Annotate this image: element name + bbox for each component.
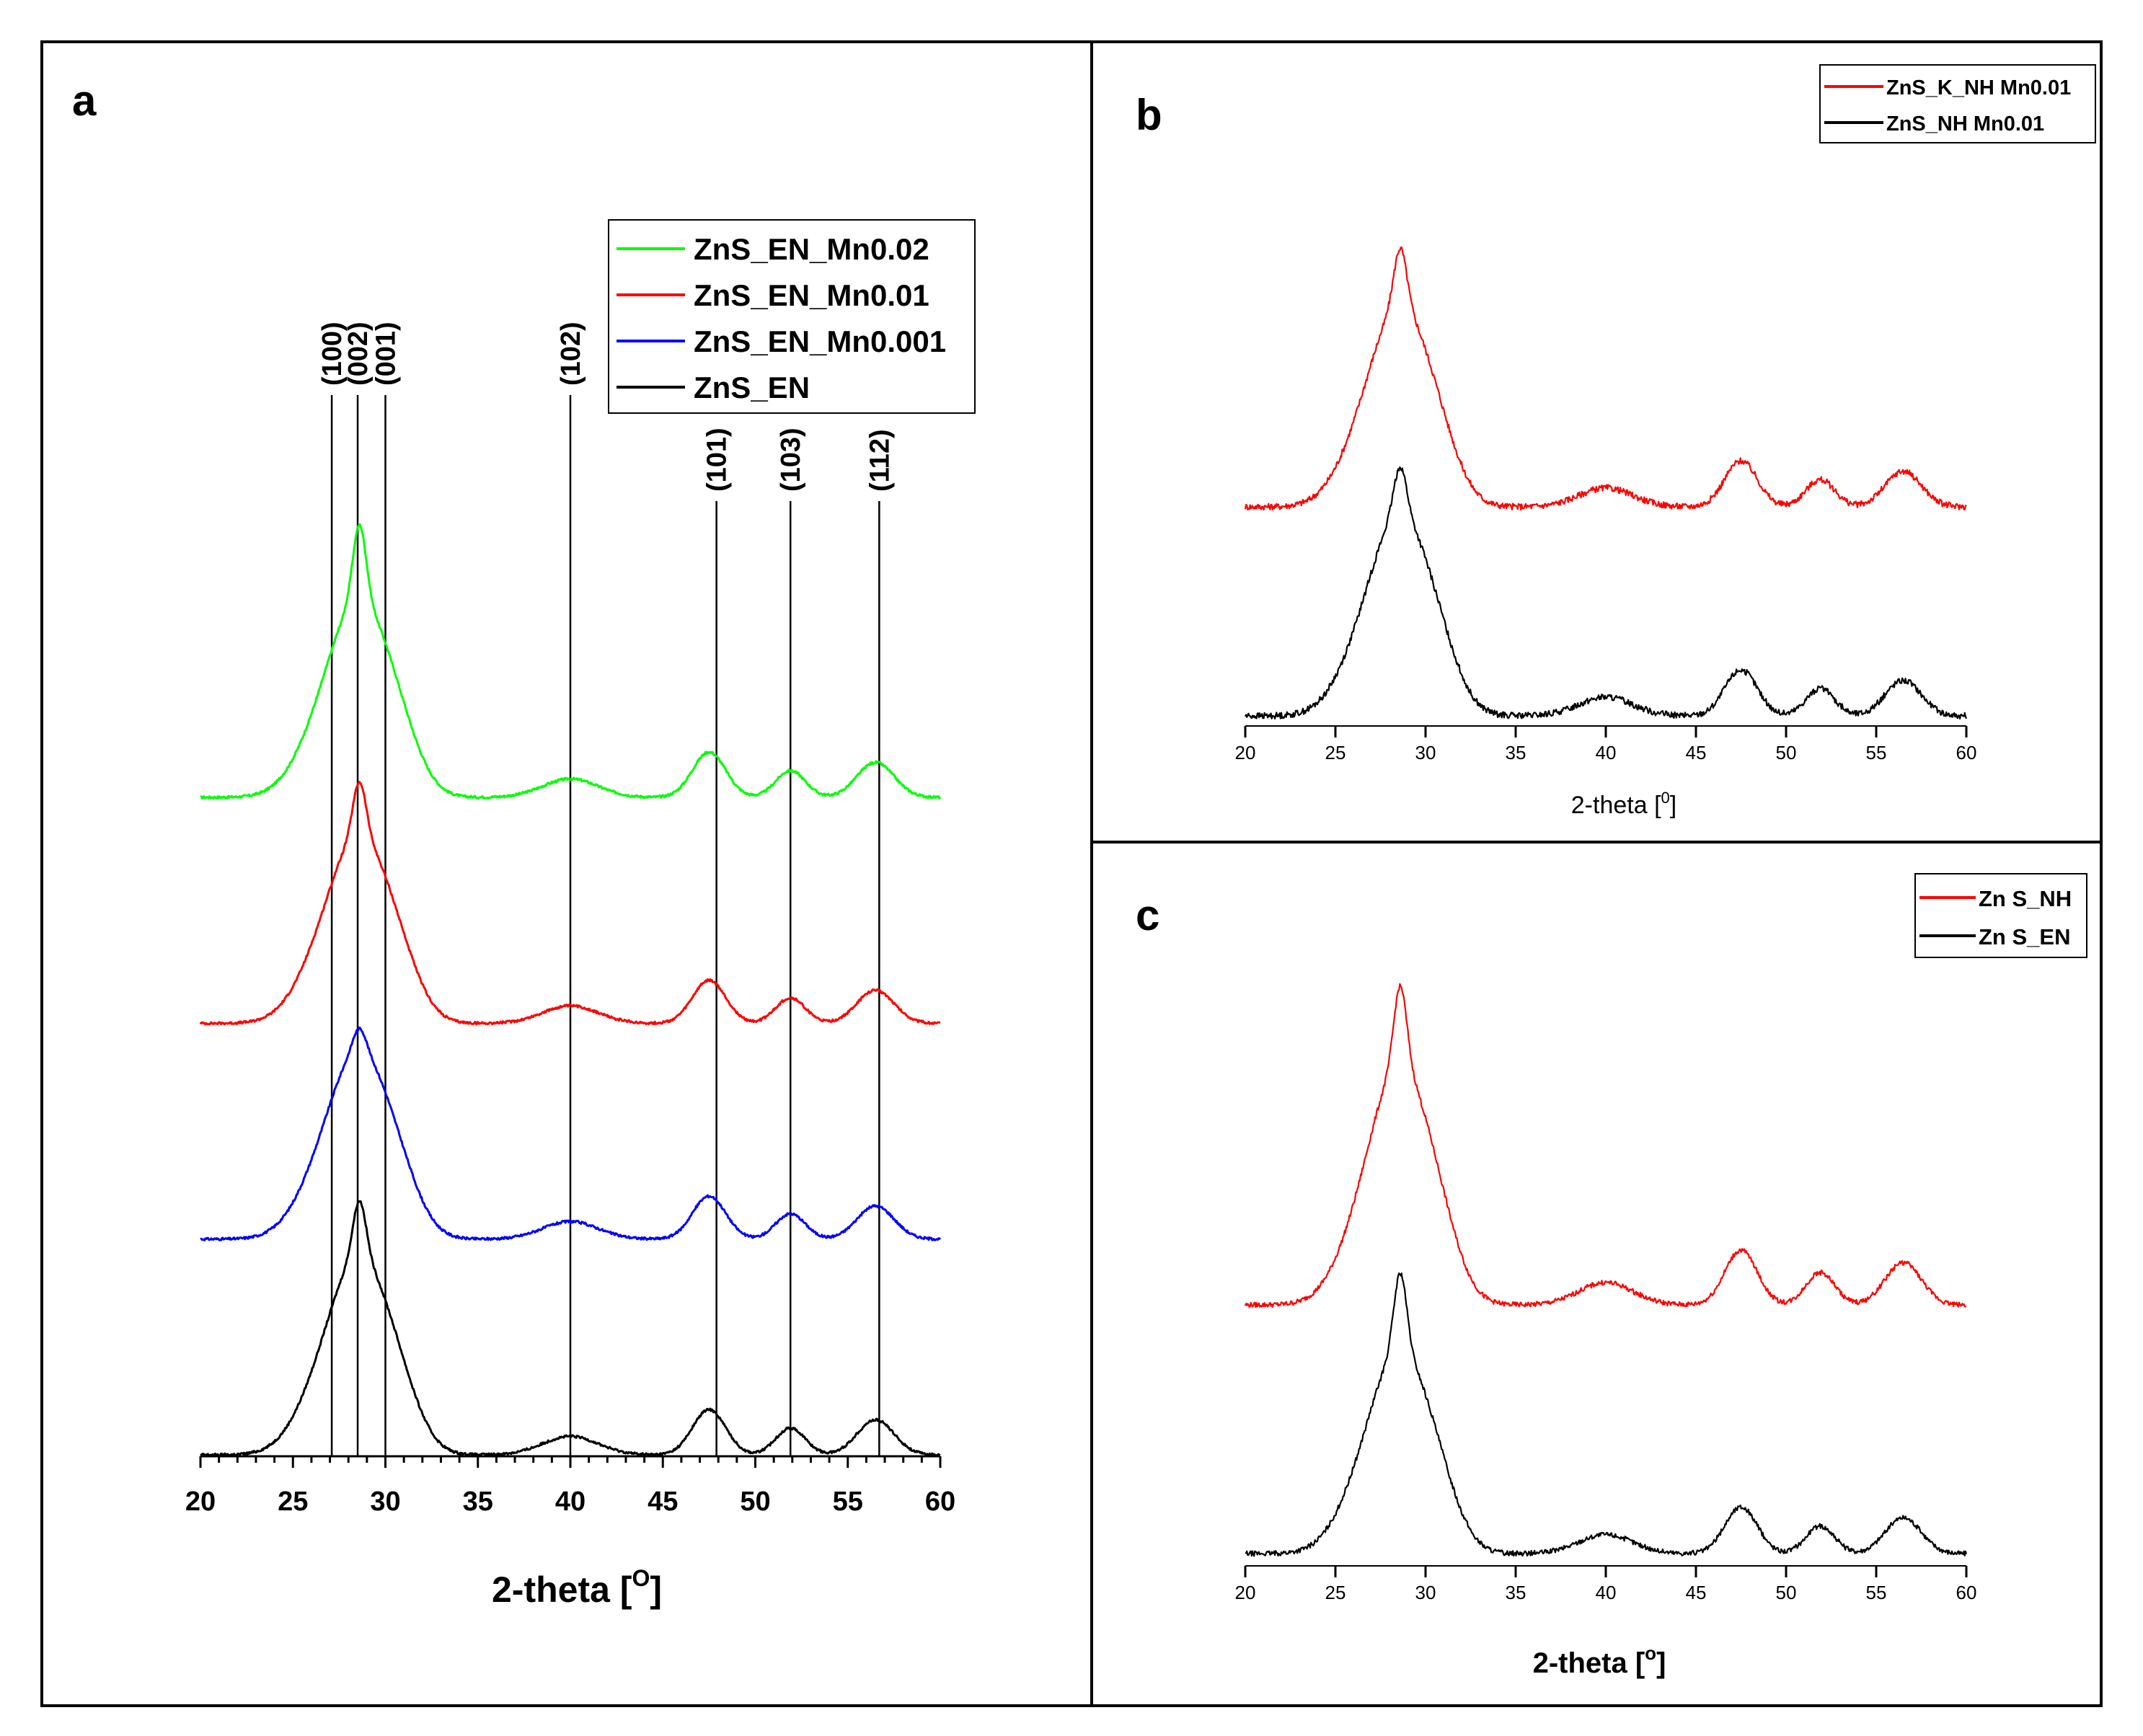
panel-a-tick-label-25: 25 — [278, 1487, 308, 1517]
panel-a-legend: ZnS_EN_Mn0.02 ZnS_EN_Mn0.01 ZnS_EN_Mn0.0… — [608, 219, 976, 414]
panel-a-ref-lines: (100)(002)(001) (102) (101) (103) (112) — [317, 322, 895, 1456]
panel-b-xlabel-main: 2-theta [ — [1571, 792, 1661, 819]
panel-a-legend-label-3: ZnS_EN — [694, 371, 810, 404]
panel-c-legend-label-0: Zn S_NH — [1979, 886, 2072, 911]
panel-b-letter: b — [1136, 91, 1162, 139]
panel-b-tick-label-40: 40 — [1596, 742, 1617, 763]
panel-c-tick-label-45: 45 — [1686, 1582, 1707, 1603]
ref-label-103: (103) — [776, 428, 806, 492]
panel-a-tick-label-20: 20 — [185, 1487, 216, 1517]
series-c-Zn-S-NH — [1244, 983, 1967, 1308]
panel-b-legend-box — [1819, 64, 2096, 143]
panel-a-tick-label-60: 60 — [925, 1487, 955, 1517]
panel-a-xlabel-main: 2-theta [ — [492, 1569, 632, 1610]
panel-c-ticks: 20 25 30 35 40 45 50 55 60 — [1235, 1566, 1977, 1603]
panel-a-tick-label-35: 35 — [463, 1487, 493, 1517]
panel-c-xlabel: 2-theta [o] — [1533, 1642, 1666, 1679]
panel-c-series — [1244, 983, 1968, 1557]
panel-b-tick-label-45: 45 — [1686, 742, 1707, 763]
panel-a-tick-label-55: 55 — [833, 1487, 863, 1517]
ref-label-001: (001) — [371, 322, 402, 386]
series-a-ZnS-EN-Mn0-02 — [200, 523, 942, 800]
panel-b-tick-label-50: 50 — [1776, 742, 1797, 763]
panel-a-legend-label-1: ZnS_EN_Mn0.01 — [694, 278, 929, 312]
panel-b-xlabel-end: ] — [1670, 792, 1676, 819]
series-b-ZnS-NH-Mn0-01 — [1245, 466, 1968, 719]
panel-b-ticks: 20 25 30 35 40 45 50 55 60 — [1235, 726, 1977, 763]
panel-c-letter: c — [1136, 891, 1159, 939]
panel-b-tick-label-60: 60 — [1956, 742, 1977, 763]
panel-c-tick-label-25: 25 — [1325, 1582, 1346, 1603]
panel-a-tick-label-30: 30 — [370, 1487, 400, 1517]
panel-b-legend: ZnS_K_NH Mn0.01 ZnS_NH Mn0.01 — [1819, 64, 2096, 143]
panel-b-tick-label-55: 55 — [1866, 742, 1887, 763]
panel-c-tick-label-30: 30 — [1415, 1582, 1436, 1603]
panel-b-tick-label-25: 25 — [1325, 742, 1346, 763]
panel-b-xlabel: 2-theta [0] — [1571, 789, 1676, 819]
panel-a-xlabel-end: ] — [650, 1569, 662, 1610]
panel-a-legend-label-0: ZnS_EN_Mn0.02 — [694, 232, 929, 266]
panel-b-legend-label-0: ZnS_K_NH Mn0.01 — [1886, 76, 2071, 99]
ref-label-112: (112) — [865, 429, 895, 492]
panel-b-series — [1244, 246, 1968, 719]
panel-a-legend-label-2: ZnS_EN_Mn0.001 — [694, 324, 946, 358]
series-c-Zn-S-EN — [1245, 1272, 1968, 1557]
panel-a-series — [199, 523, 942, 1457]
panel-c-frame — [1090, 841, 2103, 1707]
panel-c-tick-label-60: 60 — [1956, 1582, 1977, 1603]
panel-a-tick-label-50: 50 — [740, 1487, 770, 1517]
ref-label-002: (002) — [343, 322, 374, 386]
panel-a-tick-label-45: 45 — [648, 1487, 678, 1517]
panel-a-ticks: 20 25 30 35 40 45 50 55 60 — [185, 1456, 955, 1517]
panel-b-tick-label-20: 20 — [1235, 742, 1256, 763]
panel-c-xlabel-sup: o — [1645, 1642, 1656, 1664]
panel-a-letter: a — [72, 76, 97, 125]
panel-c-tick-label-20: 20 — [1235, 1582, 1256, 1603]
series-a-ZnS-EN-Mn0-01 — [199, 781, 941, 1026]
ref-label-101: (101) — [702, 428, 733, 492]
panel-b-plot: 20 25 30 35 40 45 50 55 60 2-theta [0] ZnS_K_NH … — [1235, 64, 2096, 819]
panel-c-legend: Zn S_NH Zn S_EN — [1914, 873, 2087, 958]
panel-a-xlabel: 2-theta [O] — [492, 1565, 662, 1610]
panel-c-plot: 20 25 30 35 40 45 50 55 60 2-theta [o] Zn S_NH Z… — [1235, 873, 2087, 1679]
ref-label-102: (102) — [556, 322, 586, 386]
panel-c-tick-label-55: 55 — [1866, 1582, 1887, 1603]
ref-label-100: (100) — [317, 322, 348, 386]
series-b-ZnS-K-NH-Mn0-01 — [1244, 246, 1967, 511]
series-a-ZnS-EN — [200, 1200, 941, 1457]
panel-b-legend-label-1: ZnS_NH Mn0.01 — [1886, 112, 2044, 136]
panel-b-tick-label-35: 35 — [1506, 742, 1526, 763]
panel-c-tick-label-35: 35 — [1506, 1582, 1526, 1603]
panel-c-xlabel-main: 2-theta [ — [1533, 1647, 1645, 1679]
panel-a-plot: (100)(002)(001) (102) (101) (103) (112) 20 25… — [185, 219, 976, 1610]
panel-a-legend-box — [608, 219, 976, 414]
panel-b-frame — [1090, 40, 2103, 843]
panel-c-tick-label-50: 50 — [1776, 1582, 1797, 1603]
panel-a-xlabel-sup: O — [632, 1565, 650, 1591]
panel-c-legend-box — [1914, 873, 2087, 958]
series-a-ZnS-EN-Mn0-001 — [200, 1026, 942, 1241]
panel-c-legend-label-1: Zn S_EN — [1979, 924, 2070, 949]
panel-c-xlabel-end: ] — [1656, 1647, 1666, 1679]
panel-a-tick-label-40: 40 — [555, 1487, 586, 1517]
panel-c-tick-label-40: 40 — [1596, 1582, 1617, 1603]
panel-b-tick-label-30: 30 — [1415, 742, 1436, 763]
panel-b-xlabel-sup: 0 — [1661, 789, 1670, 807]
